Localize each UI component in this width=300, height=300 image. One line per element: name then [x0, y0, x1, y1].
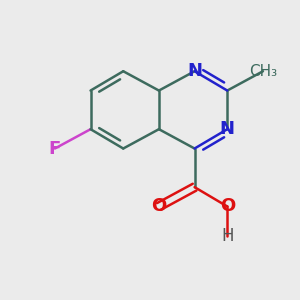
Text: O: O [220, 197, 235, 215]
Text: H: H [221, 227, 233, 245]
Text: F: F [49, 140, 61, 158]
Text: CH₃: CH₃ [249, 64, 277, 79]
Text: N: N [187, 62, 202, 80]
Text: O: O [151, 197, 166, 215]
Text: N: N [220, 120, 235, 138]
